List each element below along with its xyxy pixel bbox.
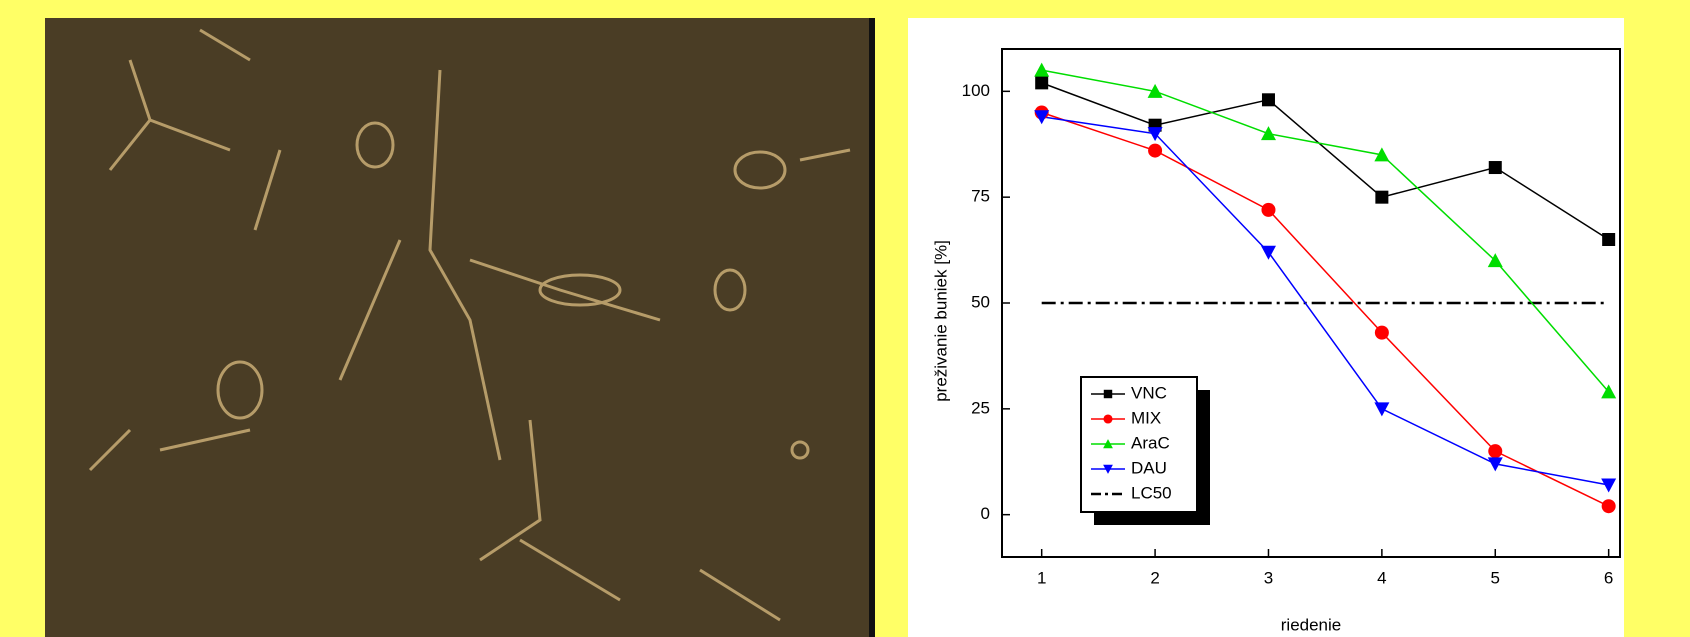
data-point	[1035, 76, 1048, 89]
data-point	[1488, 444, 1502, 458]
y-tick-label: 50	[971, 292, 990, 311]
legend-label: AraC	[1131, 433, 1170, 452]
x-tick-label: 3	[1264, 568, 1273, 587]
y-tick-label: 75	[971, 187, 990, 206]
data-point	[1261, 203, 1275, 217]
data-point	[1375, 326, 1389, 340]
data-point	[1602, 499, 1616, 513]
chart-panel	[908, 18, 1624, 637]
data-point	[1602, 233, 1615, 246]
data-point	[1489, 161, 1502, 174]
x-tick-label: 6	[1604, 568, 1613, 587]
x-tick-label: 5	[1491, 568, 1500, 587]
micrograph	[45, 18, 875, 637]
x-axis-label: riedenie	[1281, 615, 1342, 634]
legend-label: DAU	[1131, 458, 1167, 477]
data-point	[1148, 144, 1162, 158]
data-point	[1375, 191, 1388, 204]
y-axis-label: preživanie buniek [%]	[931, 240, 950, 402]
legend-label: MIX	[1131, 408, 1161, 427]
legend-label: LC50	[1131, 483, 1172, 502]
x-tick-label: 1	[1037, 568, 1046, 587]
x-tick-label: 4	[1377, 568, 1386, 587]
y-tick-label: 25	[971, 398, 990, 417]
page: riedenie preživanie buniek [%] 025507510…	[0, 0, 1690, 637]
legend-label: VNC	[1131, 383, 1167, 402]
data-point	[1262, 93, 1275, 106]
x-tick-label: 2	[1150, 568, 1159, 587]
y-tick-label: 0	[981, 504, 990, 523]
y-tick-label: 100	[962, 81, 990, 100]
micrograph-field	[45, 18, 875, 637]
micrograph-edge	[869, 18, 875, 637]
legend-marker	[1103, 414, 1112, 423]
legend-marker	[1104, 390, 1112, 398]
